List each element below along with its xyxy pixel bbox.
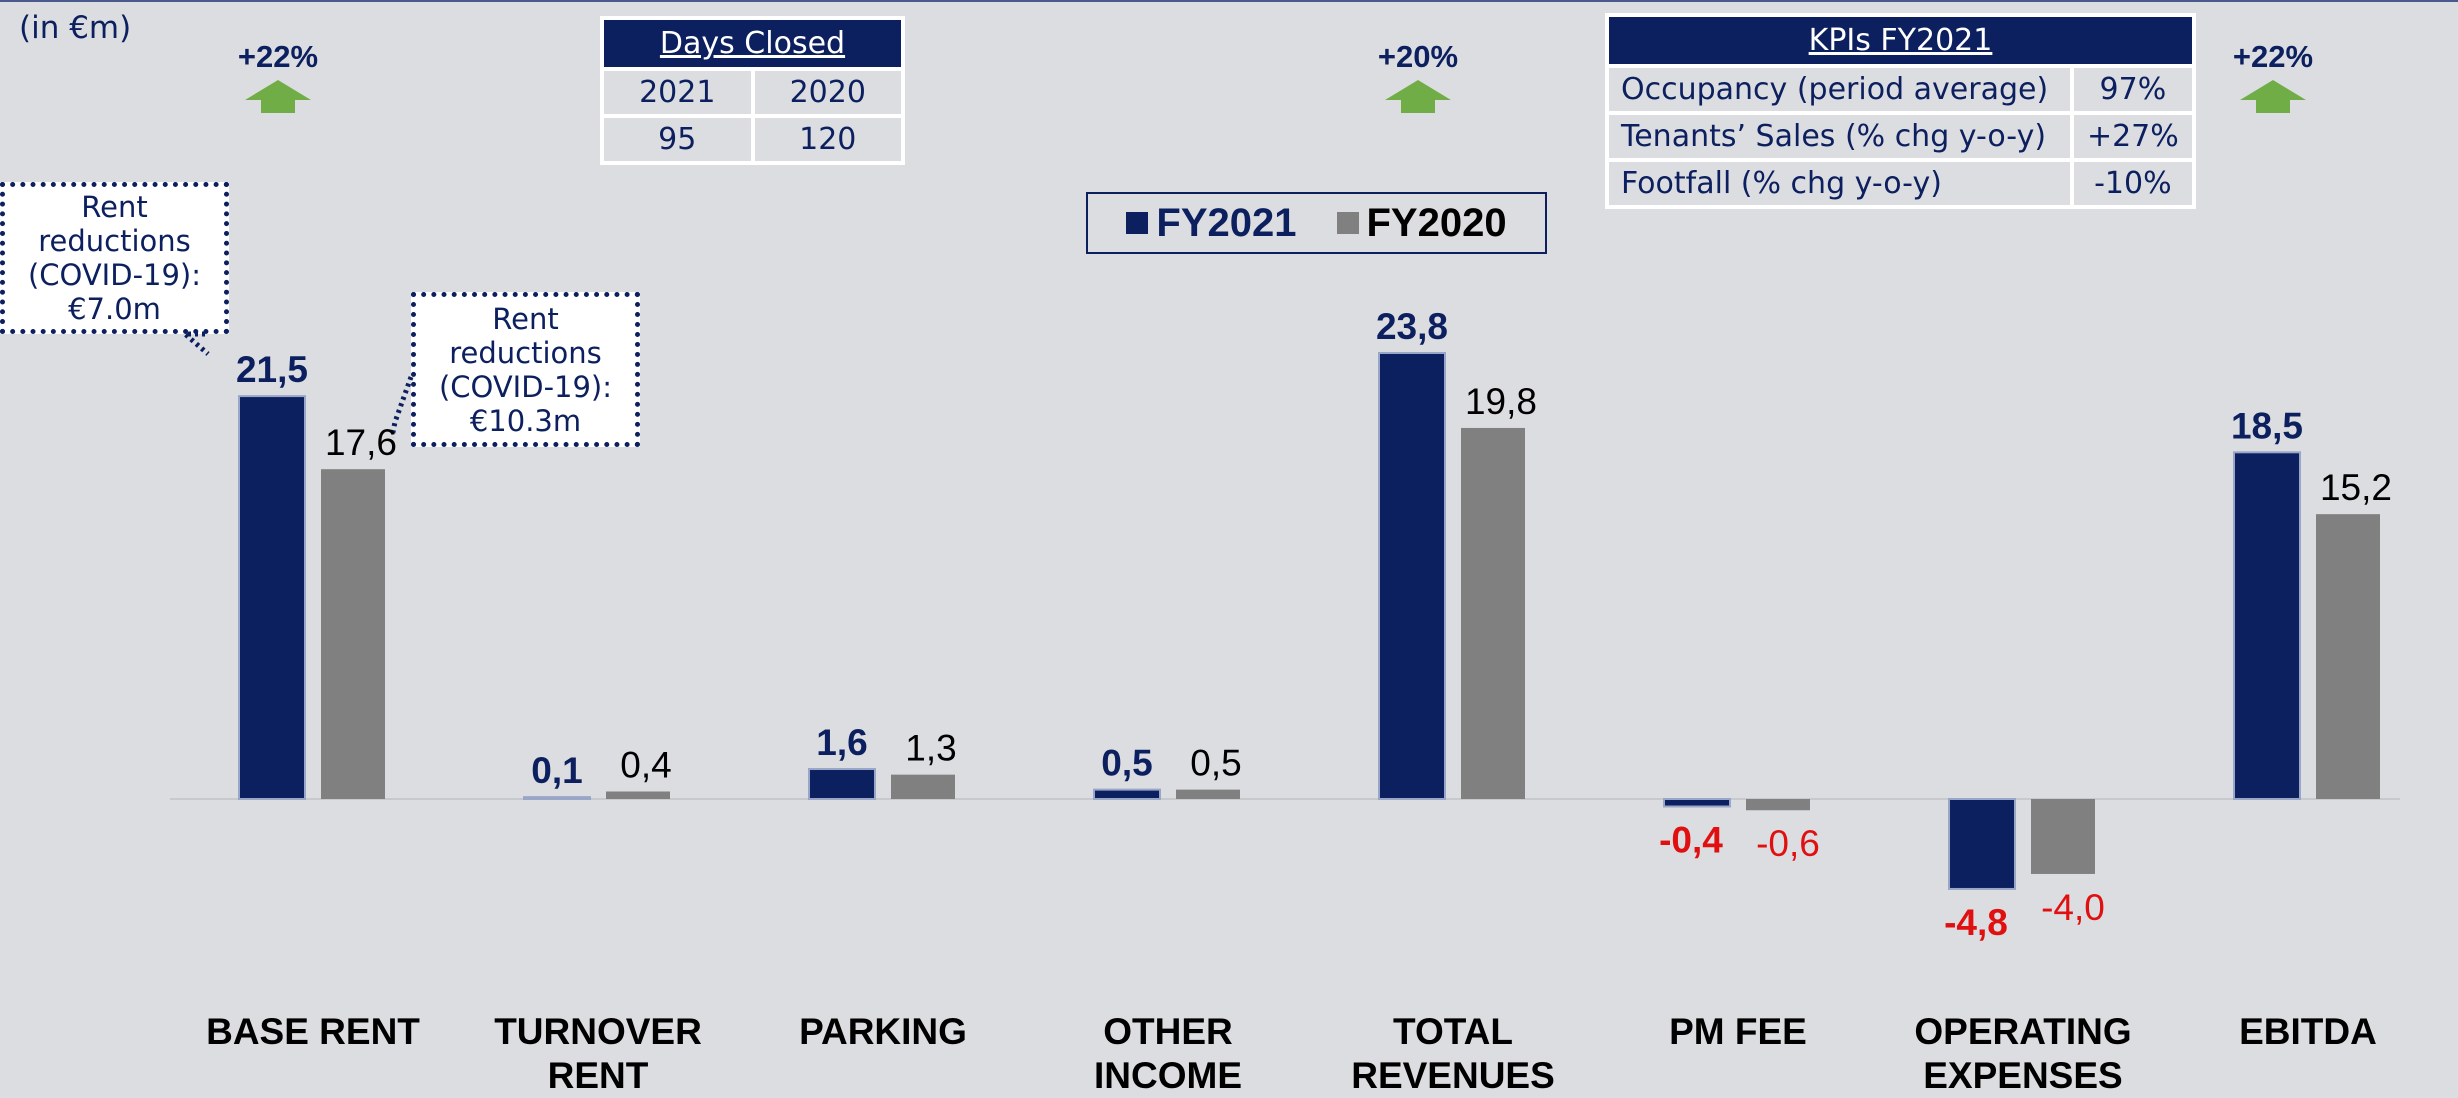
cell: 120 xyxy=(754,118,901,161)
value-label: 0,1 xyxy=(531,750,582,791)
x-tick-label: TOTAL REVENUES xyxy=(1351,1011,1555,1096)
value-label: -0,6 xyxy=(1756,823,1820,864)
bar xyxy=(1093,788,1161,800)
legend-label: FY2020 xyxy=(1366,200,1507,245)
cell: 2020 xyxy=(754,71,901,114)
x-tick-label: BASE RENT xyxy=(206,1011,420,1052)
value-label: 1,6 xyxy=(816,722,867,763)
growth-label: +20% xyxy=(1378,39,1458,74)
value-label: 18,5 xyxy=(2231,405,2303,446)
bar xyxy=(2316,514,2380,799)
value-label: 1,3 xyxy=(905,728,956,769)
x-tick-label: PM FEE xyxy=(1669,1011,1807,1052)
value-label: 0,5 xyxy=(1101,743,1152,784)
callout-pointer xyxy=(389,376,414,438)
legend-swatch xyxy=(1126,212,1149,234)
callout: Rent reductions (COVID-19): €10.3m xyxy=(411,292,640,447)
bar xyxy=(2031,799,2095,874)
legend-label: FY2021 xyxy=(1156,200,1297,245)
legend: FY2021 FY2020 xyxy=(1086,192,1547,254)
bar xyxy=(1176,789,1240,799)
bar xyxy=(891,774,955,799)
bar xyxy=(1461,427,1525,799)
bar xyxy=(523,796,591,800)
value-label: 15,2 xyxy=(2320,467,2392,508)
x-tick-label: OTHER INCOME xyxy=(1094,1011,1242,1096)
bar xyxy=(808,768,876,800)
cell: Tenants’ Sales (% chg y-o-y) xyxy=(1609,115,2070,158)
value-label: -4,0 xyxy=(2041,887,2105,928)
legend-item: FY2020 xyxy=(1336,200,1507,246)
x-tick-label: EBITDA xyxy=(2239,1011,2377,1052)
value-label: 0,4 xyxy=(620,745,671,786)
callout: Rent reductions (COVID-19): €7.0m xyxy=(0,182,229,334)
x-tick-label: TURNOVER RENT xyxy=(494,1011,702,1096)
x-tick-label: OPERATING EXPENSES xyxy=(1914,1011,2132,1096)
legend-swatch xyxy=(1336,212,1359,234)
value-label: 17,6 xyxy=(325,422,397,463)
bar xyxy=(1663,798,1731,808)
bar xyxy=(1948,798,2016,890)
cell: 2021 xyxy=(604,71,751,114)
cell: Occupancy (period average) xyxy=(1609,68,2070,111)
cell: Footfall (% chg y-o-y) xyxy=(1609,162,2070,205)
bar xyxy=(321,469,385,799)
days-closed-table: Days Closed 2021 2020 95 120 xyxy=(600,16,905,165)
cell: 97% xyxy=(2073,68,2192,111)
growth-label: +22% xyxy=(2233,39,2313,74)
value-label: -0,4 xyxy=(1659,819,1723,860)
legend-item: FY2021 xyxy=(1126,200,1297,246)
bar xyxy=(1746,799,1810,811)
growth-arrow xyxy=(2240,80,2306,113)
value-label: 21,5 xyxy=(236,349,308,390)
value-label: -4,8 xyxy=(1944,902,2008,943)
bar xyxy=(1378,352,1446,800)
bar xyxy=(238,395,306,800)
table-title: KPIs FY2021 xyxy=(1609,17,2192,64)
value-label: 19,8 xyxy=(1465,381,1537,422)
value-label: 23,8 xyxy=(1376,306,1448,347)
growth-arrow xyxy=(245,80,311,113)
x-tick-label: PARKING xyxy=(799,1011,967,1052)
value-label: 0,5 xyxy=(1190,743,1241,784)
callout-pointer xyxy=(178,331,210,356)
bar xyxy=(606,791,670,799)
cell: -10% xyxy=(2073,162,2192,205)
growth-arrow xyxy=(1385,80,1451,113)
growth-label: +22% xyxy=(238,39,318,74)
cell: 95 xyxy=(604,118,751,161)
unit-label: (in €m) xyxy=(19,10,132,46)
cell: +27% xyxy=(2073,115,2192,158)
bar xyxy=(2233,451,2301,800)
table-title: Days Closed xyxy=(604,20,901,67)
kpi-table: KPIs FY2021 Occupancy (period average) 97… xyxy=(1605,13,2196,209)
